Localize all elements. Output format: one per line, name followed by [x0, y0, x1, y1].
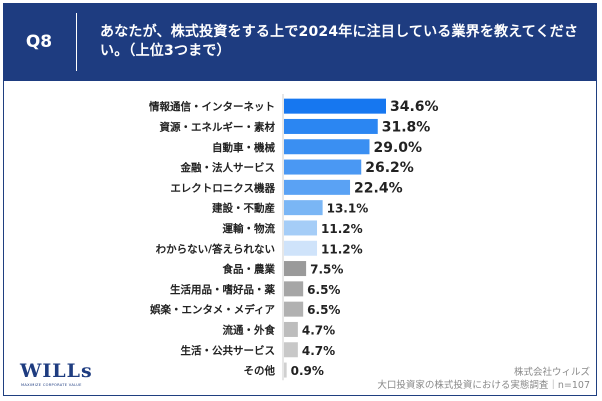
- logo-wordmark: WILLs: [20, 360, 93, 382]
- value-label: 7.5%: [310, 263, 343, 277]
- value-label: 4.7%: [302, 344, 335, 358]
- bar: [284, 261, 307, 277]
- bar: [284, 342, 298, 358]
- category-label: 建設・不動産: [211, 202, 275, 215]
- bar: [284, 118, 378, 134]
- value-label: 22.4%: [354, 180, 403, 196]
- bar: [284, 281, 304, 297]
- value-label: 26.2%: [365, 160, 414, 176]
- value-label: 6.5%: [307, 283, 340, 297]
- value-label: 29.0%: [373, 140, 422, 156]
- value-label: 11.2%: [321, 242, 363, 256]
- bar: [284, 139, 370, 155]
- value-label: 4.7%: [302, 323, 335, 337]
- bar: [284, 301, 304, 317]
- bar: [284, 98, 386, 114]
- value-label: 13.1%: [327, 202, 369, 216]
- category-label: 情報通信・インターネット: [149, 100, 275, 113]
- category-label: 食品・農業: [222, 263, 276, 276]
- question-header: [3, 3, 597, 81]
- category-label: 自動車・機械: [212, 141, 275, 154]
- bar: [284, 200, 323, 216]
- category-label: 娯楽・エンタメ・メディア: [150, 303, 275, 316]
- value-label: 34.6%: [390, 99, 439, 115]
- company-logo: WILLs MAXIMIZE CORPORATE VALUE: [20, 360, 92, 390]
- header-divider: [76, 13, 77, 71]
- footer-survey: 大口投資家の株式投資における実態調査｜n=107: [377, 380, 590, 391]
- logo-tagline: MAXIMIZE CORPORATE VALUE: [21, 383, 82, 387]
- value-label: 31.8%: [382, 119, 431, 135]
- bar: [284, 321, 298, 337]
- category-label: 生活・公共サービス: [181, 344, 276, 357]
- question-text: あなたが、株式投資をする上で2024年に注目している業界を教えてください。（上位…: [100, 24, 579, 59]
- category-label: 資源・エネルギー・素材: [160, 120, 276, 133]
- category-label: 金融・法人サービス: [180, 161, 276, 174]
- value-label: 6.5%: [307, 303, 340, 317]
- category-label: 運輸・物流: [223, 222, 276, 235]
- value-label: 0.9%: [291, 364, 324, 378]
- question-number: Q8: [3, 3, 75, 81]
- category-label: その他: [244, 364, 276, 377]
- bar: [284, 159, 362, 175]
- footer-company: 株式会社ウィルズ: [513, 367, 590, 378]
- category-label: 流通・外食: [223, 323, 276, 336]
- bar: [284, 362, 287, 378]
- bar: [284, 179, 351, 195]
- bar: [284, 220, 318, 236]
- bar: [284, 240, 318, 256]
- category-label: わからない/答えられない: [156, 242, 275, 255]
- value-label: 11.2%: [321, 222, 363, 236]
- category-label: 生活用品・嗜好品・薬: [170, 283, 275, 296]
- category-label: エレクトロニクス機器: [170, 181, 275, 194]
